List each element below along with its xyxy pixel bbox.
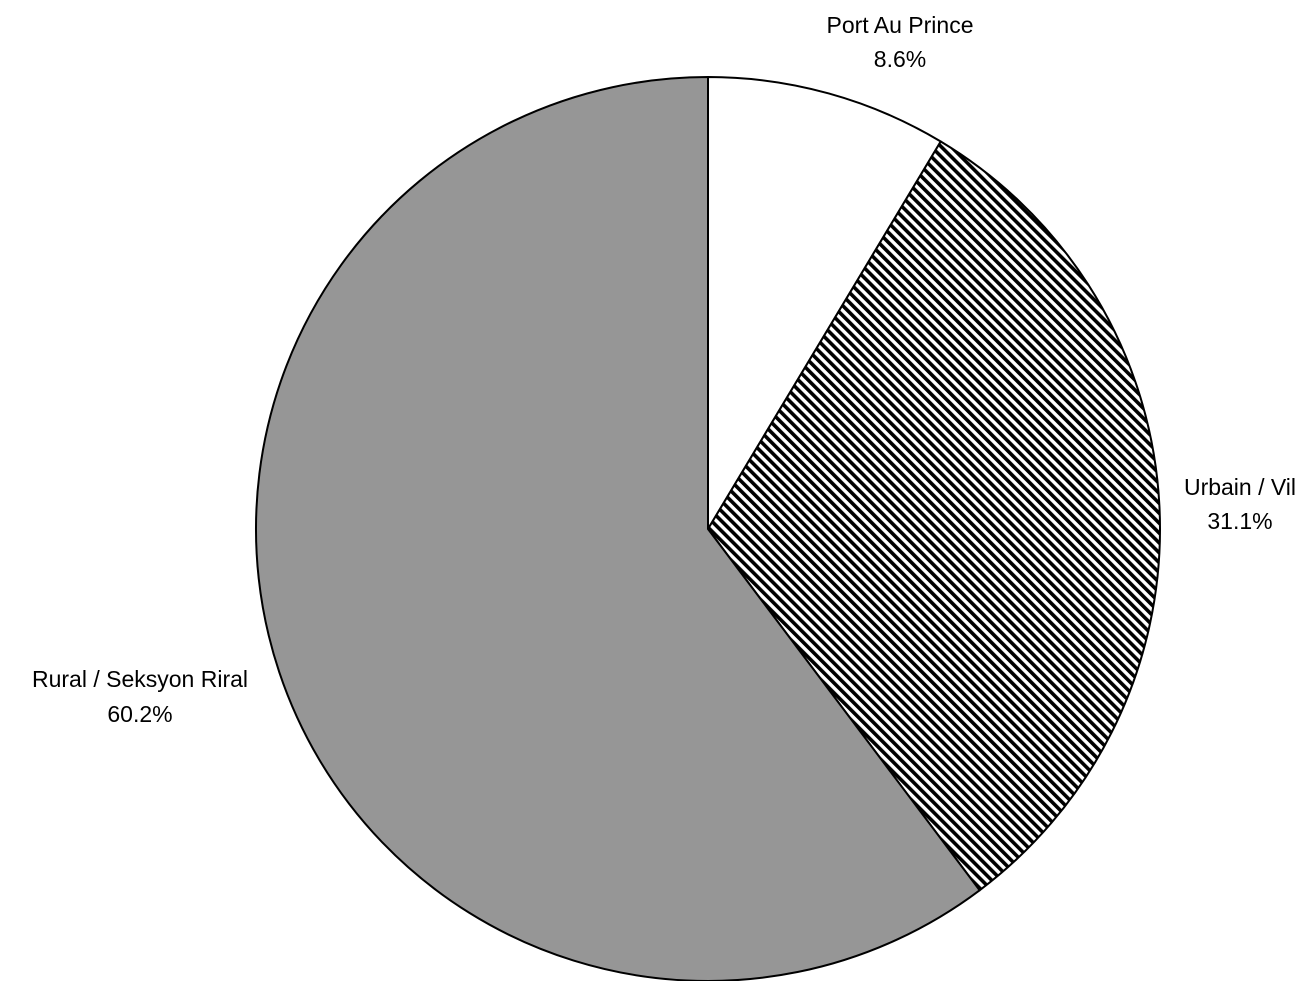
slice-value-rural-seksyon-riral: 60.2% — [107, 701, 172, 727]
slice-value-urbain-vil: 31.1% — [1207, 508, 1272, 534]
pie-labels: Port Au Prince 8.6% Urbain / Vil 31.1% Rural… — [32, 12, 1296, 727]
pie-slice-urbain-vil — [707, 140, 1161, 892]
slice-label-urbain-vil: Urbain / Vil — [1184, 474, 1296, 500]
pie-slices — [255, 76, 1161, 981]
pie-slice-rural-seksyon-riral — [255, 76, 981, 981]
pie-slice-port-au-prince — [707, 76, 942, 530]
slice-label-rural-seksyon-riral: Rural / Seksyon Riral — [32, 666, 248, 692]
slice-value-port-au-prince: 8.6% — [874, 46, 926, 72]
slice-label-port-au-prince: Port Au Prince — [826, 12, 973, 38]
